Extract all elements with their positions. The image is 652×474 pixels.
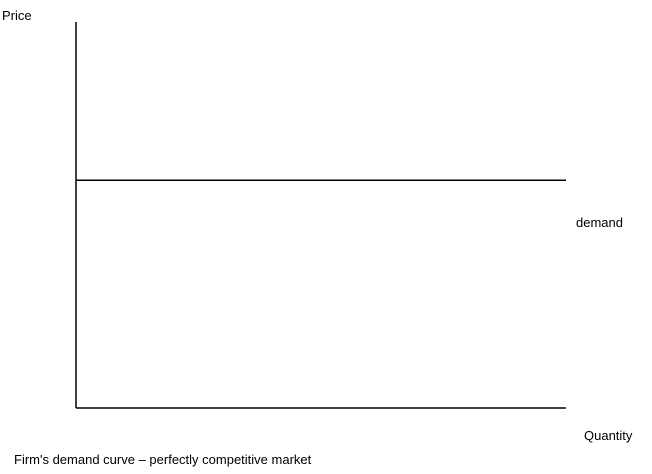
chart-caption: Firm's demand curve – perfectly competit… bbox=[14, 452, 312, 467]
x-axis-label: Quantity bbox=[584, 428, 633, 443]
y-axis-label: Price bbox=[2, 8, 32, 23]
demand-series-label: demand bbox=[576, 215, 623, 230]
